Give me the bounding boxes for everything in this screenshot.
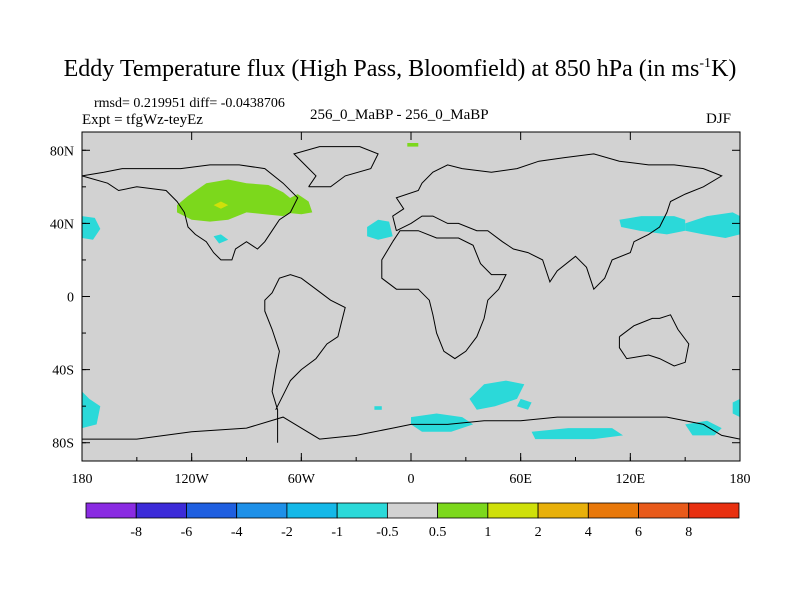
x-tick-label: 60W — [288, 472, 316, 487]
colorbar-box — [386, 502, 439, 519]
x-tick-label: 120W — [175, 472, 210, 487]
colorbar-label: -0.5 — [376, 525, 398, 540]
y-tick-label: 40N — [50, 217, 74, 232]
contour-region-12 — [517, 398, 532, 410]
colorbar-label: 6 — [635, 525, 642, 540]
contour-region-13 — [531, 428, 623, 440]
map-background — [82, 132, 740, 461]
y-tick-label: 80S — [52, 437, 74, 452]
colorbar-box — [587, 502, 639, 519]
coastline-5 — [293, 146, 379, 188]
x-tick-label: 60E — [509, 472, 532, 487]
x-tick-label: 120E — [616, 472, 646, 487]
x-tick-label: 180 — [730, 472, 751, 487]
y-tick-label: 0 — [67, 291, 74, 306]
y-tick-label: 80N — [50, 144, 74, 159]
colorbar-box — [638, 502, 690, 519]
colorbar-box — [336, 502, 388, 519]
colorbar-box — [688, 502, 740, 519]
colorbar-label: 1 — [484, 525, 491, 540]
colorbar-box — [286, 502, 338, 519]
contour-region-14 — [685, 420, 722, 436]
coastline-4 — [82, 416, 741, 440]
colorbar: -8 -6 -4 -2 -1 -0.5 0.5 1 2 4 6 8 — [85, 502, 740, 540]
contour-region-15 — [732, 398, 740, 418]
coastline-1 — [381, 230, 507, 360]
colorbar-box — [236, 502, 288, 519]
contour-region-10 — [469, 380, 525, 410]
coastline-3 — [618, 314, 690, 367]
colorbar-label: -4 — [231, 525, 243, 540]
colorbar-label: -2 — [281, 525, 293, 540]
colorbar-label: -6 — [181, 525, 193, 540]
chart-title: Eddy Temperature flux (High Pass, Bloomf… — [63, 56, 737, 82]
colorbar-label: 8 — [685, 525, 692, 540]
colorbar-box — [537, 502, 589, 519]
contour-region-16 — [374, 406, 382, 410]
axes: 180 120W 60W 0 60E 120E 180 80N 40N 0 40S 80S — [50, 131, 751, 487]
colorbar-box — [186, 502, 238, 519]
colorbar-label: -8 — [130, 525, 142, 540]
experiment-label: Expt = tfgWz-teyEz — [82, 112, 203, 128]
coastline-2 — [392, 153, 723, 291]
colorbar-label: 4 — [585, 525, 592, 540]
colorbar-box — [437, 502, 489, 519]
coastline-6 — [81, 164, 299, 261]
colorbar-label: 2 — [535, 525, 542, 540]
rmsd-diff-stats: rmsd= 0.219951 diff= -0.0438706 — [94, 96, 285, 111]
plot-area — [81, 132, 741, 461]
contour-region-9 — [82, 391, 101, 429]
colorbar-box — [487, 502, 539, 519]
contour-region-2 — [213, 201, 229, 209]
colorbar-box — [85, 502, 137, 519]
contour-region-5 — [213, 234, 229, 244]
y-tick-label: 40S — [52, 364, 74, 379]
contour-region-1 — [283, 194, 313, 215]
x-tick-label: 180 — [72, 472, 93, 487]
contour-region-6 — [367, 219, 393, 240]
contour-region-0 — [177, 179, 298, 222]
contour-region-8 — [685, 212, 740, 238]
coastline-0 — [264, 274, 346, 443]
colorbar-label: 0.5 — [429, 525, 447, 540]
contour-region-7 — [619, 216, 686, 235]
case-label: 256_0_MaBP - 256_0_MaBP — [310, 107, 489, 123]
contour-region-3 — [407, 143, 419, 147]
contour-region-4 — [82, 216, 101, 240]
colorbar-label: -1 — [331, 525, 343, 540]
contour-region-11 — [411, 413, 474, 432]
season-label: DJF — [706, 111, 732, 127]
colorbar-box — [135, 502, 187, 519]
x-tick-label: 0 — [408, 472, 415, 487]
